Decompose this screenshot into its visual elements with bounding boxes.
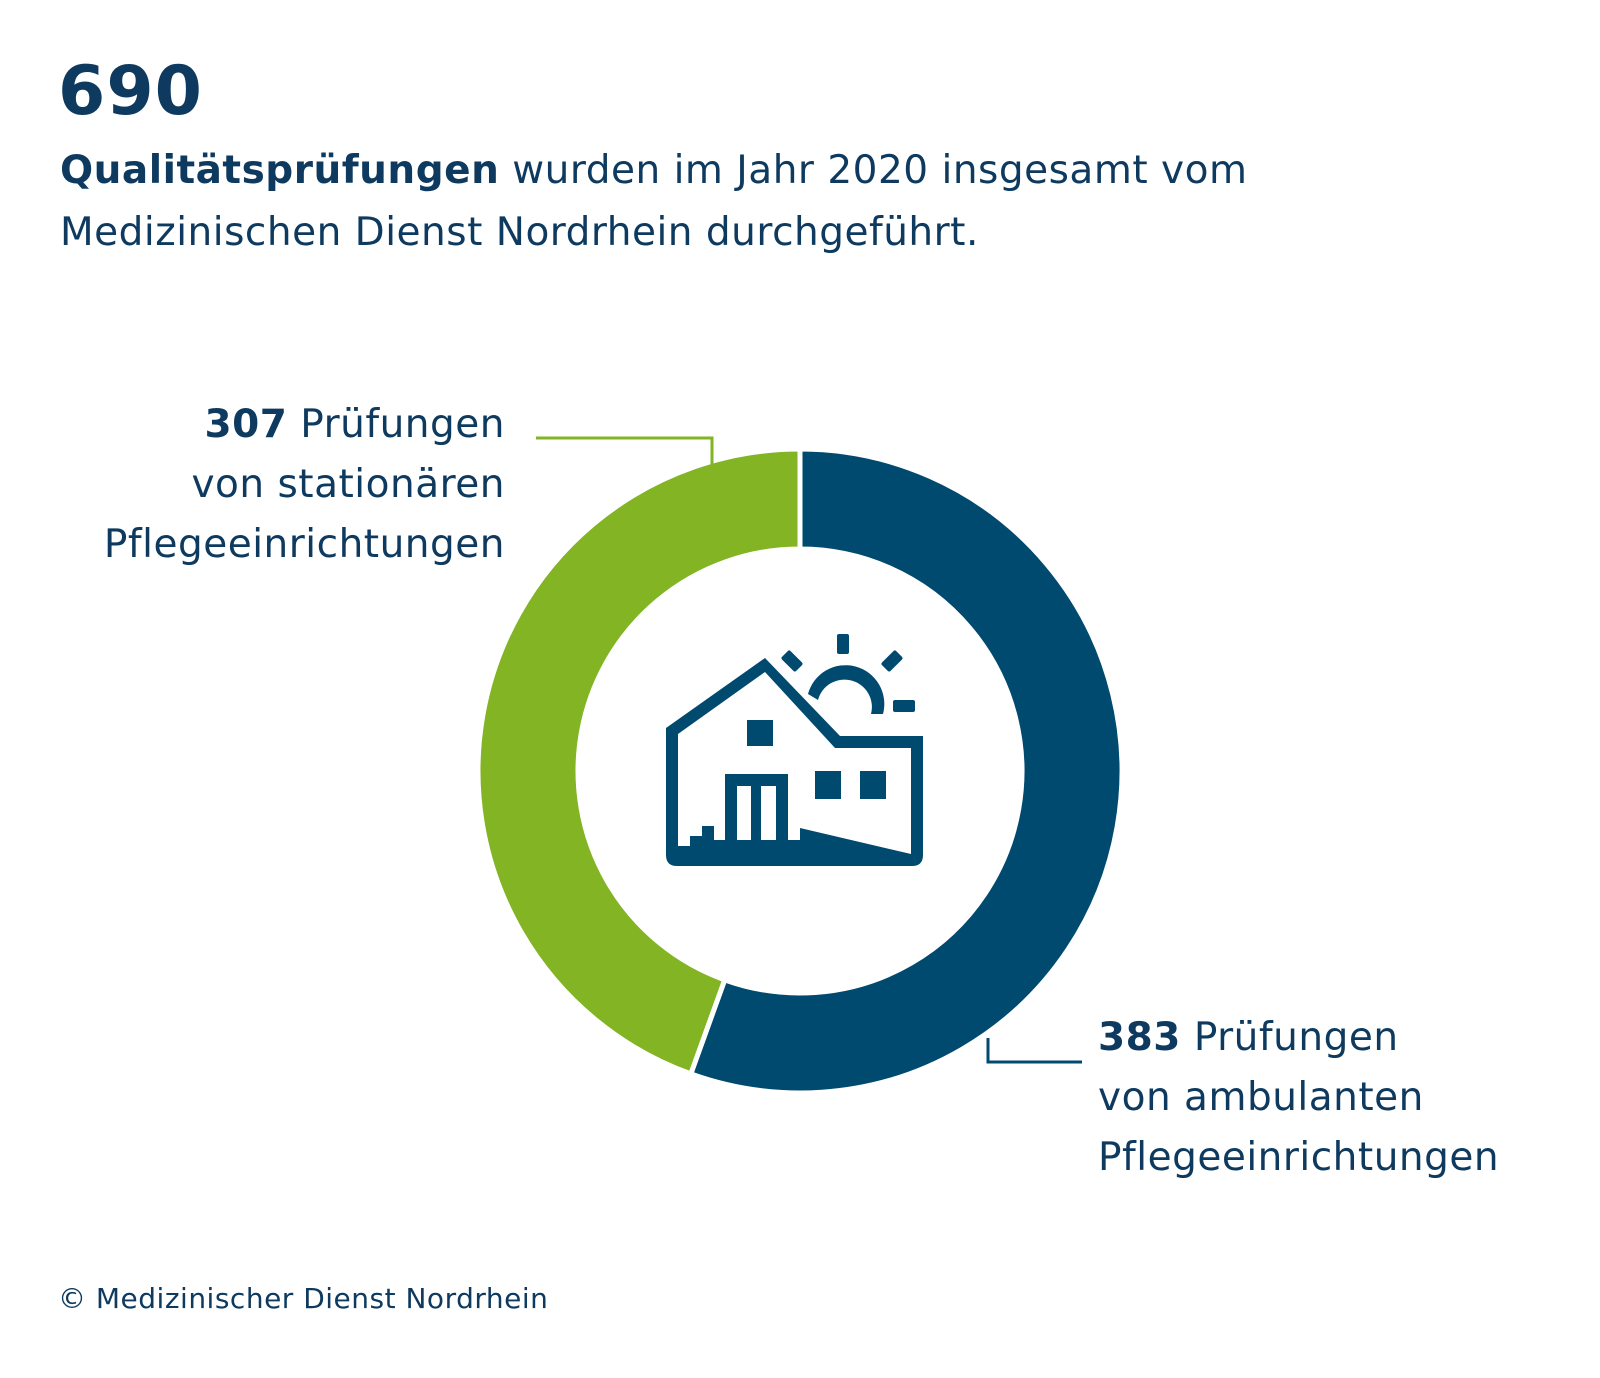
total-count: 690 — [58, 52, 203, 131]
label-stationaer-text: Prüfungen — [287, 402, 505, 447]
subtitle-bold: Qualitätsprüfungen — [60, 148, 500, 193]
slice-stationaer — [475, 446, 803, 1078]
copyright: © Medizinischer Dienst Nordrhein — [58, 1282, 549, 1315]
subtitle-rest: wurden im Jahr 2020 insgesamt vom Medizi… — [60, 148, 1248, 255]
label-stationaer-line3: Pflegeeinrichtungen — [103, 522, 505, 567]
leader-line-ambulant — [986, 1038, 1082, 1064]
label-stationaer: 307 Prüfungen von stationären Pflegeeinr… — [104, 395, 505, 575]
label-ambulant-text: Prüfungen — [1180, 1015, 1399, 1060]
label-stationaer-value: 307 — [204, 402, 288, 447]
label-ambulant-value: 383 — [1098, 1015, 1181, 1060]
subtitle: Qualitätsprüfungen wurden im Jahr 2020 i… — [60, 140, 1300, 264]
leader-line-stationaer — [536, 436, 714, 472]
house-with-sun-icon — [666, 634, 923, 866]
label-ambulant: 383 Prüfungen von ambulanten Pflegeeinri… — [1098, 1008, 1499, 1188]
label-ambulant-line2: von ambulanten — [1098, 1075, 1424, 1120]
slice-ambulant — [687, 446, 1125, 1096]
label-ambulant-line3: Pflegeeinrichtungen — [1098, 1135, 1500, 1180]
label-stationaer-line2: von stationären — [191, 462, 505, 507]
